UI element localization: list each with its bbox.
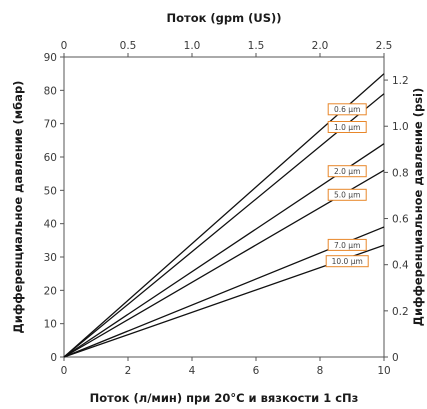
series-label-box — [327, 165, 367, 178]
y-axis-title: Дифференциальное давление (мбар) — [11, 81, 25, 334]
series-label: 7.0 μm — [327, 238, 367, 251]
series-line — [63, 73, 385, 358]
series-label-text: 5.0 μm — [334, 191, 360, 200]
y-tick-label: 80 — [44, 85, 57, 97]
series-label-text: 1.0 μm — [334, 123, 360, 132]
x2-tick-label: 1.0 — [184, 40, 201, 52]
x2-tick-label: 2.0 — [312, 40, 329, 52]
x-tick-label: 6 — [253, 365, 260, 377]
series-label: 2.0 μm — [327, 165, 367, 178]
x-tick-label: 2 — [125, 365, 132, 377]
y-tick-label: 90 — [44, 52, 57, 64]
series-line — [63, 93, 385, 358]
x2-axis-title: Поток (gpm (US)) — [167, 11, 282, 25]
series-label-box — [327, 103, 367, 116]
series-label: 5.0 μm — [327, 188, 367, 201]
series-line — [63, 143, 385, 358]
x2-tick-label: 0 — [61, 40, 68, 52]
series-label-box — [327, 238, 367, 251]
series-label: 1.0 μm — [327, 121, 367, 133]
y-tick-label: 10 — [44, 319, 57, 331]
y-tick-label: 20 — [44, 285, 57, 297]
plot-frame — [63, 56, 385, 358]
x-tick-label: 10 — [377, 365, 390, 377]
x-axis-title: Поток (л/мин) при 20°C и вязкости 1 сПз — [90, 391, 359, 405]
x-tick-label: 8 — [317, 365, 324, 377]
y-tick-label: 40 — [44, 219, 57, 231]
series-label-text: 2.0 μm — [334, 167, 360, 176]
x2-tick-label: 2.5 — [376, 40, 393, 52]
y-tick-label: 50 — [44, 185, 57, 197]
series-label: 0.6 μm — [327, 103, 367, 116]
y2-axis-title: Дифференциальное давление (psi) — [411, 88, 425, 326]
y-tick-label: 60 — [44, 152, 57, 164]
plot-frame-group — [63, 56, 385, 358]
x-tick-label: 4 — [189, 365, 196, 377]
y-tick-label: 30 — [44, 252, 57, 264]
series-label-box — [325, 255, 369, 268]
x2-tick-label: 1.5 — [248, 40, 265, 52]
y2-tick-label: 0.2 — [392, 306, 409, 318]
y2-tick-label: 1.2 — [392, 75, 409, 87]
y-tick-label: 0 — [50, 352, 57, 364]
y2-tick-label: 0.8 — [392, 167, 409, 179]
y2-tick-label: 0.6 — [392, 214, 409, 226]
series-label-text: 0.6 μm — [334, 105, 360, 114]
tick-group: 0 2 4 6 8 100 0.5 1.0 1.5 2.0 2.501020304050607080… — [44, 40, 409, 377]
y2-tick-label: 0 — [392, 352, 399, 364]
x-tick-label: 0 — [61, 365, 68, 377]
y2-tick-label: 0.4 — [392, 260, 409, 272]
series-line — [63, 169, 385, 358]
series-group — [63, 73, 385, 358]
y-tick-label: 70 — [44, 119, 57, 131]
series-label-box — [327, 121, 367, 133]
series-label: 10.0 μm — [325, 255, 369, 268]
series-label-group: 0.6 μm 1.0 μm 2.0 μm 5.0 μm 7.0 μm 10.0 μm — [325, 103, 369, 268]
series-label-box — [327, 188, 367, 201]
series-label-text: 10.0 μm — [332, 257, 363, 266]
series-label-text: 7.0 μm — [334, 241, 360, 250]
y2-tick-label: 1.0 — [392, 121, 409, 133]
x2-tick-label: 0.5 — [120, 40, 137, 52]
